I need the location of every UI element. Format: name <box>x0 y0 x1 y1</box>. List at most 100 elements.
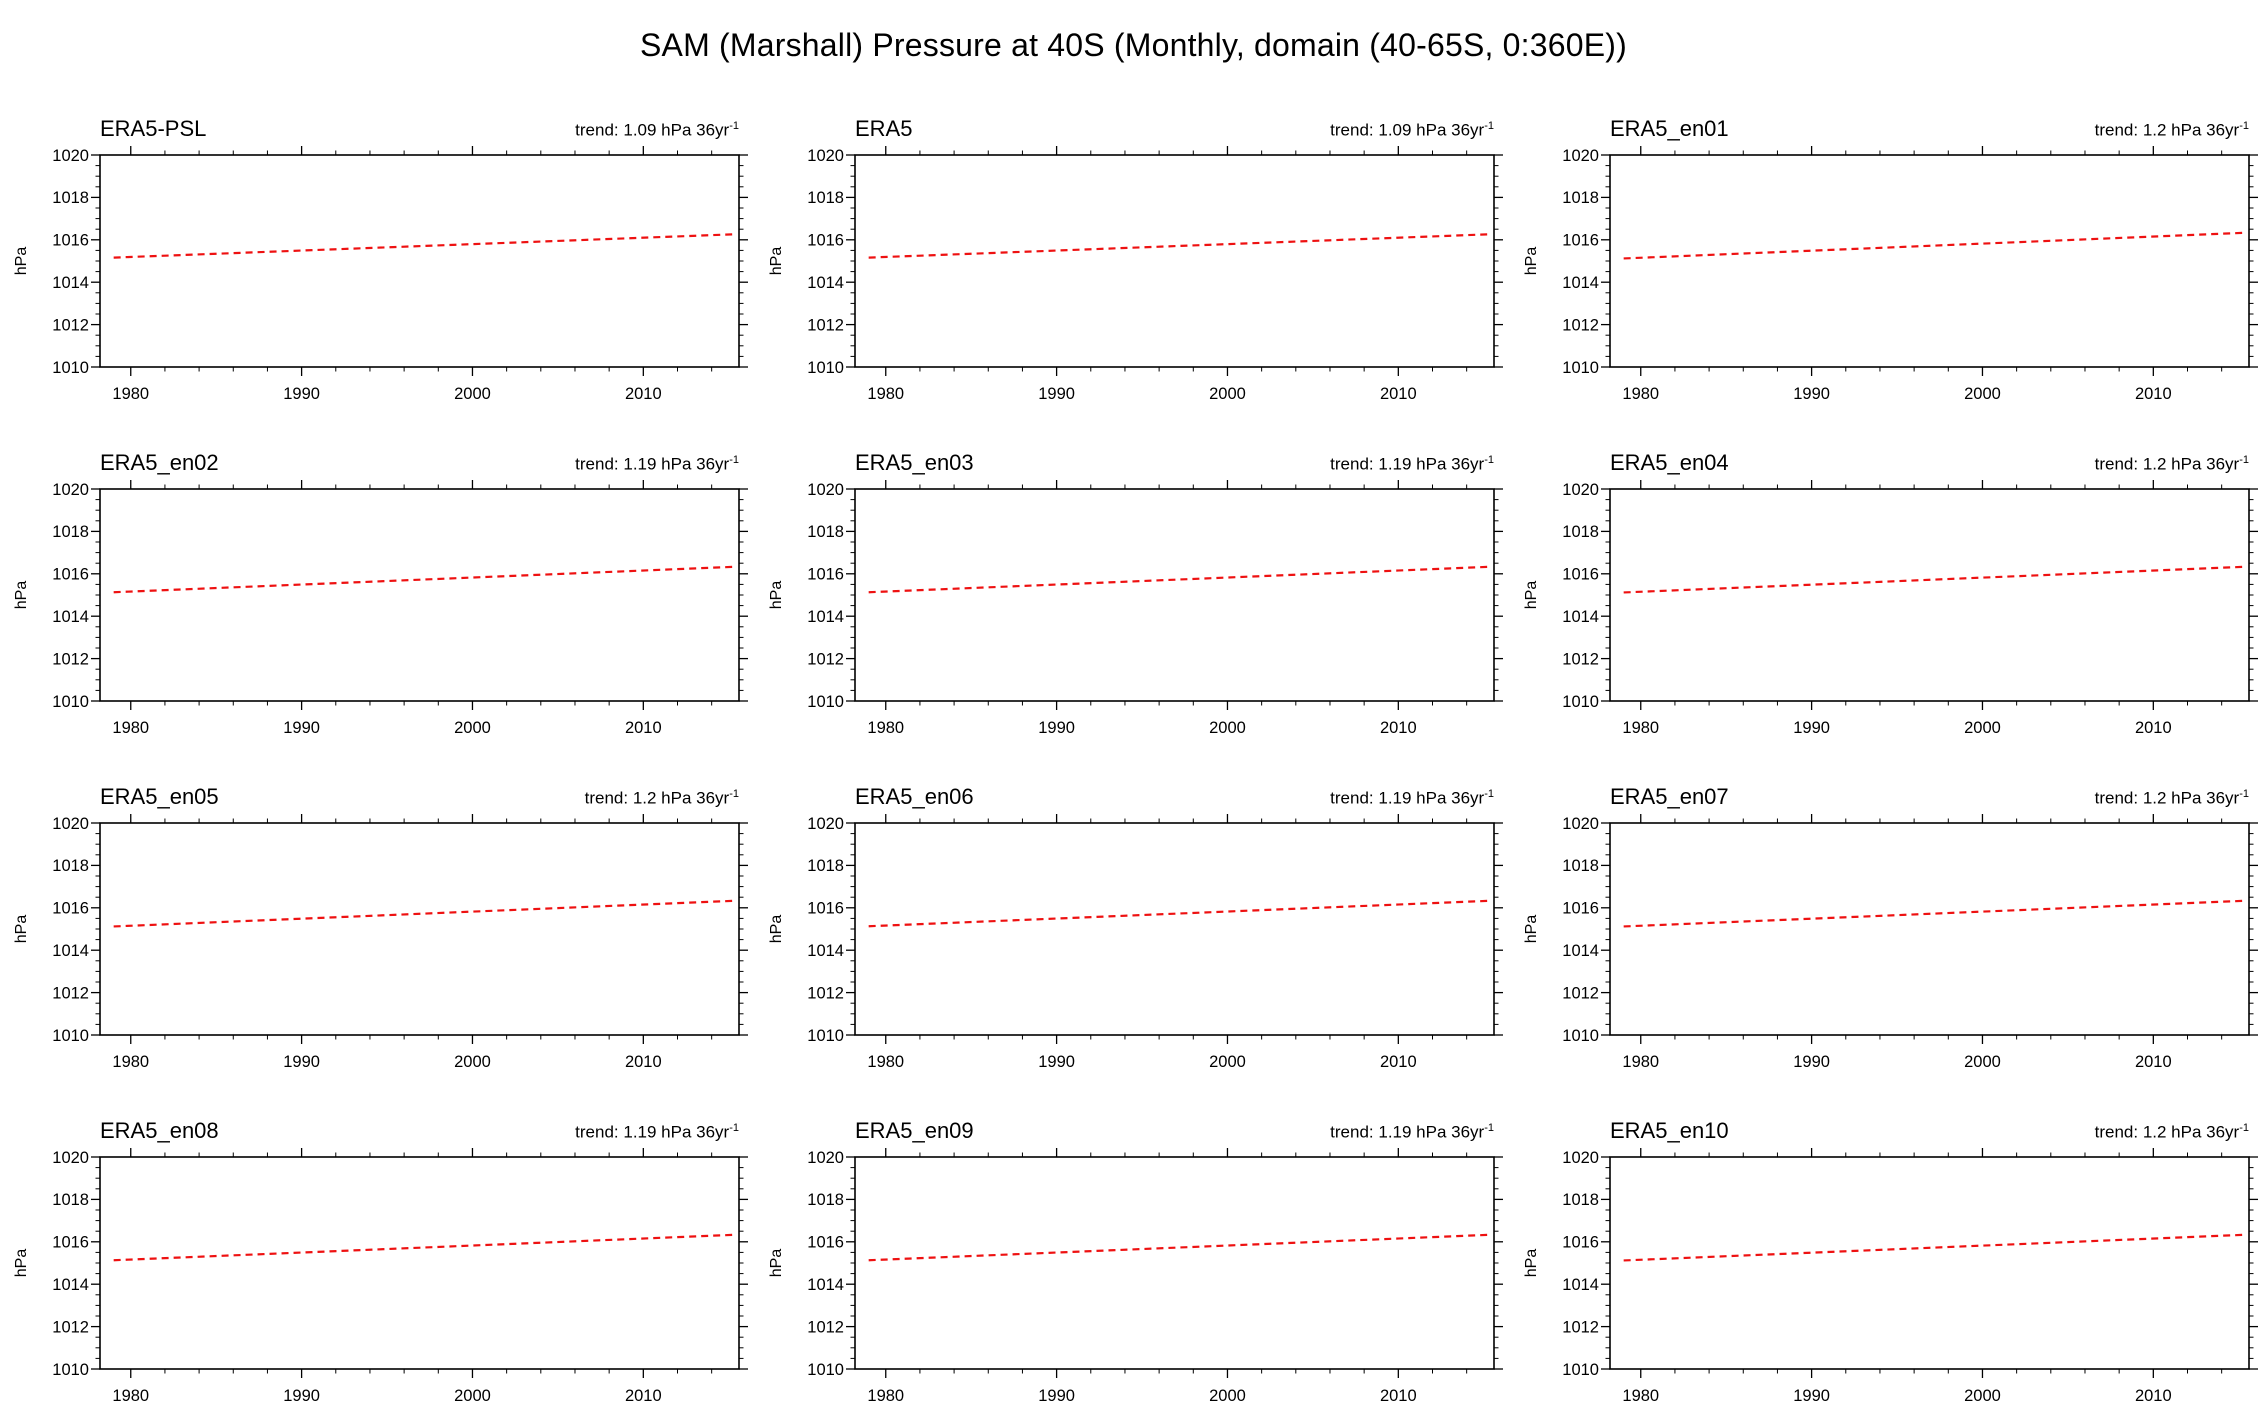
x-tick-label: 2000 <box>1964 1053 2001 1071</box>
x-tick-label: 2010 <box>1380 719 1417 737</box>
y-tick-label: 1010 <box>1562 359 1599 377</box>
y-tick-label: 1010 <box>52 359 89 377</box>
y-axis-label: hPa <box>1523 915 1540 944</box>
plot-box <box>854 154 1495 368</box>
panel: ERA5 trend: 1.09 hPa 36yr-1 1010 1012 1014… <box>755 90 1510 424</box>
panel-plot-svg: 1010 1012 1014 1016 1018 1020 1980 1990 2000 2010… <box>1510 758 2258 1071</box>
panel: ERA5-PSL trend: 1.09 hPa 36yr-1 1010 1012… <box>0 90 755 424</box>
y-tick-label: 1016 <box>807 232 844 250</box>
x-tick-label: 1980 <box>112 385 149 403</box>
y-tick-label: 1012 <box>807 316 844 334</box>
x-tick-label: 2010 <box>625 385 662 403</box>
y-axis-label: hPa <box>13 581 30 610</box>
y-tick-label: 1012 <box>1562 650 1599 668</box>
y-tick-label: 1018 <box>1562 189 1599 207</box>
y-tick-label: 1010 <box>52 1361 89 1379</box>
panel: ERA5_en07 trend: 1.2 hPa 36yr-1 1010 1012… <box>1510 758 2265 1092</box>
plot-axes <box>91 480 748 710</box>
y-axis-label: hPa <box>768 915 785 944</box>
plot-axes <box>1601 814 2258 1044</box>
x-tick-label: 1980 <box>112 1053 149 1071</box>
plot-box <box>1609 822 2250 1036</box>
trend-line <box>113 565 733 594</box>
y-tick-label: 1018 <box>807 857 844 875</box>
plot-box <box>854 488 1495 702</box>
y-tick-label: 1014 <box>1562 1276 1599 1294</box>
x-tick-label: 2010 <box>1380 1387 1417 1405</box>
x-tick-label: 1980 <box>1622 719 1659 737</box>
y-tick-label: 1014 <box>807 1276 844 1294</box>
y-tick-label: 1014 <box>52 274 89 292</box>
plot-axes <box>1601 480 2258 710</box>
y-tick-label: 1020 <box>807 147 844 165</box>
y-tick-label: 1012 <box>52 316 89 334</box>
plot-axes <box>1601 146 2258 376</box>
x-tick-label: 2000 <box>1964 385 2001 403</box>
x-tick-label: 1980 <box>1622 1387 1659 1405</box>
panel: ERA5_en03 trend: 1.19 hPa 36yr-1 1010 101… <box>755 424 1510 758</box>
figure-title: SAM (Marshall) Pressure at 40S (Monthly,… <box>639 26 1627 63</box>
trend-line <box>113 233 733 259</box>
plot-axes <box>846 480 1503 710</box>
panel: ERA5_en09 trend: 1.19 hPa 36yr-1 1010 101… <box>755 1092 1510 1426</box>
x-tick-label: 2010 <box>1380 385 1417 403</box>
y-tick-label: 1020 <box>52 815 89 833</box>
x-tick-label: 2000 <box>454 1053 491 1071</box>
y-tick-label: 1010 <box>807 359 844 377</box>
y-tick-label: 1020 <box>807 481 844 499</box>
plot-box <box>99 822 740 1036</box>
trend-line <box>868 1233 1488 1262</box>
y-tick-label: 1020 <box>1562 481 1599 499</box>
x-tick-label: 1990 <box>1793 1053 1830 1071</box>
panel-plot-svg: 1010 1012 1014 1016 1018 1020 1980 1990 2000 2010… <box>755 1092 1503 1405</box>
y-tick-label: 1016 <box>52 1234 89 1252</box>
y-tick-label: 1020 <box>52 481 89 499</box>
x-tick-label: 1990 <box>283 1053 320 1071</box>
y-tick-label: 1012 <box>52 984 89 1002</box>
x-tick-label: 1980 <box>1622 385 1659 403</box>
x-tick-label: 2010 <box>625 1387 662 1405</box>
y-tick-label: 1014 <box>1562 608 1599 626</box>
y-tick-label: 1010 <box>1562 1361 1599 1379</box>
y-tick-label: 1020 <box>807 815 844 833</box>
y-tick-label: 1020 <box>1562 1149 1599 1167</box>
y-tick-label: 1010 <box>1562 693 1599 711</box>
y-tick-label: 1020 <box>52 147 89 165</box>
y-axis-label: hPa <box>13 915 30 944</box>
plot-axes <box>846 1148 1503 1378</box>
panel: ERA5_en10 trend: 1.2 hPa 36yr-1 1010 1012… <box>1510 1092 2265 1426</box>
x-tick-label: 2000 <box>454 719 491 737</box>
y-tick-label: 1012 <box>52 1318 89 1336</box>
y-tick-label: 1012 <box>52 650 89 668</box>
x-tick-label: 2000 <box>1964 719 2001 737</box>
x-tick-label: 1990 <box>1038 385 1075 403</box>
y-tick-label: 1018 <box>1562 857 1599 875</box>
x-tick-label: 1990 <box>283 385 320 403</box>
y-tick-label: 1010 <box>807 693 844 711</box>
plot-axes <box>91 814 748 1044</box>
plot-axes <box>846 814 1503 1044</box>
x-tick-label: 1980 <box>867 385 904 403</box>
y-tick-label: 1016 <box>52 232 89 250</box>
y-tick-label: 1012 <box>1562 984 1599 1002</box>
y-tick-label: 1018 <box>52 857 89 875</box>
x-tick-label: 2010 <box>2135 1053 2172 1071</box>
trend-line <box>1623 231 2243 260</box>
y-tick-label: 1018 <box>52 523 89 541</box>
panel-plot-svg: 1010 1012 1014 1016 1018 1020 1980 1990 2000 2010… <box>0 758 748 1071</box>
y-tick-label: 1020 <box>1562 815 1599 833</box>
panel-plot-svg: 1010 1012 1014 1016 1018 1020 1980 1990 2000 2010… <box>1510 90 2258 403</box>
y-tick-label: 1018 <box>52 189 89 207</box>
panel-plot-svg: 1010 1012 1014 1016 1018 1020 1980 1990 2000 2010… <box>755 758 1503 1071</box>
plot-axes <box>846 146 1503 376</box>
x-tick-label: 2000 <box>1209 385 1246 403</box>
x-tick-label: 1990 <box>1038 1387 1075 1405</box>
y-axis-label: hPa <box>13 247 30 276</box>
y-tick-label: 1010 <box>1562 1027 1599 1045</box>
trend-line <box>1623 899 2243 928</box>
x-tick-label: 2010 <box>625 1053 662 1071</box>
y-axis-label: hPa <box>768 581 785 610</box>
panel-plot-svg: 1010 1012 1014 1016 1018 1020 1980 1990 2000 2010… <box>0 424 748 737</box>
trend-line <box>868 899 1488 928</box>
x-tick-label: 1990 <box>1793 385 1830 403</box>
